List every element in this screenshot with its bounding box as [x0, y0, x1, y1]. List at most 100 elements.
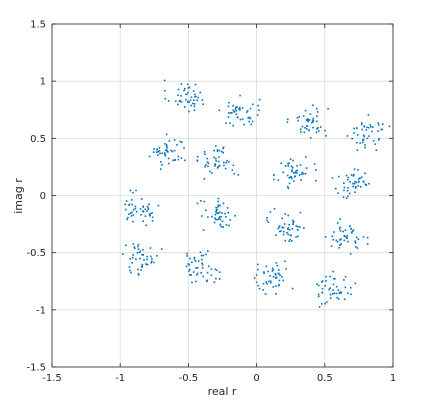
data-point	[281, 226, 283, 229]
data-point	[346, 237, 348, 239]
data-point	[336, 241, 339, 243]
data-point	[207, 165, 209, 168]
data-point	[354, 191, 356, 193]
data-point	[200, 200, 202, 202]
data-point	[347, 187, 349, 189]
data-point	[329, 287, 331, 289]
data-point	[293, 176, 296, 178]
data-point	[301, 125, 304, 128]
data-point	[287, 233, 289, 236]
data-point	[146, 258, 148, 261]
data-point	[316, 111, 319, 113]
data-point	[255, 274, 258, 276]
data-point	[257, 268, 259, 271]
data-point	[377, 139, 380, 141]
data-point	[218, 149, 221, 152]
data-point	[310, 137, 312, 139]
data-point	[194, 95, 196, 98]
data-point	[149, 214, 151, 217]
data-point	[324, 129, 326, 132]
data-point	[282, 226, 285, 229]
data-point	[204, 153, 206, 156]
data-point	[367, 126, 370, 129]
data-point	[275, 293, 277, 295]
data-point	[288, 176, 291, 179]
data-point	[267, 280, 270, 283]
data-point	[126, 218, 128, 221]
data-point	[280, 230, 282, 232]
data-point	[139, 208, 142, 210]
data-point	[160, 248, 163, 250]
data-point	[200, 254, 203, 257]
data-point	[163, 79, 166, 82]
data-point	[171, 150, 174, 153]
data-point	[223, 164, 225, 167]
data-point	[216, 218, 219, 221]
data-point	[168, 140, 171, 142]
data-point	[278, 283, 280, 286]
data-point	[144, 215, 147, 217]
data-point	[128, 204, 130, 206]
data-point	[131, 256, 134, 259]
data-point	[183, 147, 185, 149]
data-point	[201, 262, 203, 264]
data-point	[321, 287, 324, 290]
data-point	[164, 143, 166, 145]
data-point	[140, 269, 142, 271]
data-point	[203, 151, 206, 153]
data-point	[348, 192, 351, 195]
data-point	[291, 177, 293, 180]
data-point	[199, 91, 201, 94]
data-point	[333, 292, 336, 295]
data-point	[313, 163, 316, 165]
data-point	[279, 274, 281, 276]
data-point	[161, 163, 163, 166]
data-point	[304, 109, 307, 112]
data-point	[159, 152, 161, 155]
data-point	[122, 253, 124, 255]
data-point	[218, 156, 220, 158]
data-point	[175, 100, 177, 103]
data-point	[217, 165, 220, 168]
data-point	[132, 191, 134, 194]
data-point	[282, 230, 285, 233]
data-point	[210, 268, 213, 270]
data-point	[225, 215, 227, 218]
data-point	[343, 189, 345, 192]
data-point	[193, 258, 196, 261]
data-point	[151, 260, 153, 263]
data-point	[339, 218, 342, 220]
data-point	[195, 274, 198, 276]
data-point	[365, 184, 368, 187]
x-axis-ticks: -1.5 -1 -0.5 0 0.5 1	[42, 24, 396, 384]
data-point	[156, 255, 158, 257]
data-point	[367, 114, 370, 116]
x-tick-label: 0	[253, 373, 259, 384]
data-point	[186, 255, 188, 257]
data-point	[302, 172, 305, 175]
data-point	[173, 149, 176, 152]
data-point	[356, 247, 359, 249]
data-point	[132, 254, 134, 256]
data-point	[338, 227, 341, 230]
data-point	[192, 271, 195, 273]
data-point	[299, 211, 302, 214]
data-point	[301, 171, 304, 174]
data-point	[354, 185, 357, 188]
grid-lines	[51, 23, 394, 368]
data-point	[170, 149, 172, 152]
data-point	[147, 207, 149, 209]
data-point	[228, 224, 230, 227]
data-point	[196, 202, 199, 205]
data-point	[139, 250, 142, 253]
data-point	[374, 143, 377, 145]
data-point	[334, 187, 337, 190]
data-point	[266, 217, 268, 219]
data-point	[362, 236, 365, 238]
data-point	[303, 131, 306, 134]
data-point	[188, 110, 190, 113]
data-point	[228, 161, 230, 163]
data-point	[262, 289, 264, 291]
data-point	[194, 93, 196, 96]
data-point	[353, 168, 356, 170]
